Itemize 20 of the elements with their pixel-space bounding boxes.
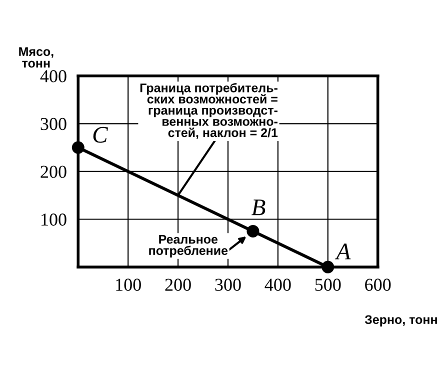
x-tick-label: 200 [165,278,191,291]
annotation: Граница потребитель- ских возможностей = граница производст- венных возможно- стей, наклон = 2/1 [140,83,278,139]
point [322,260,334,274]
y-tick-label: 400 [40,70,66,82]
point [246,224,260,238]
x-tick-label: 100 [116,278,141,291]
annotation: C [93,126,108,143]
y-tick-label: 300 [40,118,66,130]
annotation: B [252,200,266,216]
y-axis-title: Мясо, тонн [19,47,54,68]
annotation: A [334,244,351,260]
annotation: Реальное потребление [149,234,228,258]
x-tick-label: 600 [365,278,391,291]
x-axis-title: Зерно, тонн [364,315,437,327]
x-tick-label: 300 [215,278,241,291]
y-tick-label: 100 [42,214,66,226]
x-tick-label: 400 [264,278,291,291]
x-tick-label: 500 [315,278,341,291]
point [72,141,84,154]
y-tick-label: 200 [40,166,66,178]
